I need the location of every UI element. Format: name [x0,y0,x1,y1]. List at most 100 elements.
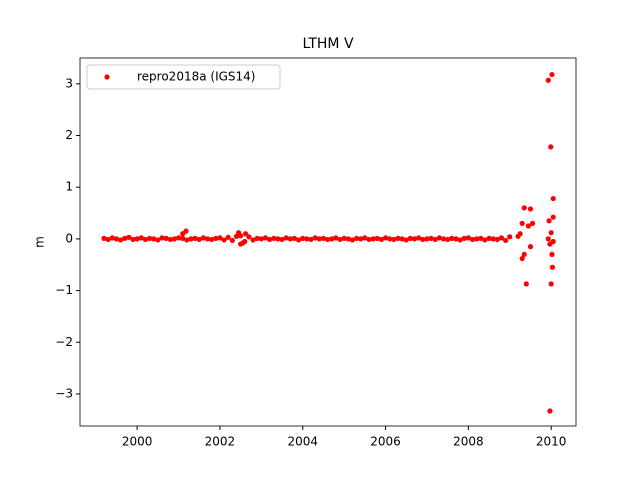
point [200,235,206,241]
point [192,235,198,241]
point [517,231,523,237]
point [105,236,111,243]
y-tick-label: 1 [65,180,73,194]
point [271,235,277,241]
point [391,236,397,243]
chart-title: LTHM V [302,36,353,52]
y-axis-label: m [33,236,47,248]
point [358,236,364,242]
legend-label: repro2018a (IGS14) [137,70,255,84]
point [503,237,509,244]
point [217,235,223,241]
point [279,236,285,243]
legend-marker [104,74,110,80]
point [171,236,177,242]
point [546,218,552,224]
point [291,235,298,241]
point [337,236,343,243]
point [349,237,356,243]
x-tick-label: 2004 [287,435,318,449]
point [225,234,231,240]
point [478,235,484,241]
point [180,235,186,241]
point [436,235,442,241]
point [420,236,426,243]
point [525,223,531,229]
point [238,241,244,247]
y-tick-label: 0 [65,231,73,245]
point [324,236,331,243]
point [188,236,194,242]
point [545,236,551,242]
point [329,236,335,242]
point [399,236,405,242]
y-tick-label: 2 [65,128,73,142]
point [549,251,555,258]
point [184,237,190,243]
point [308,236,314,243]
point [521,205,527,211]
point [403,237,409,243]
point [167,236,173,243]
point [258,236,264,242]
point [549,264,556,270]
legend-box [86,64,281,90]
point [445,236,451,243]
plot-frame [79,57,577,427]
point [204,236,211,242]
point [209,236,215,243]
point [262,235,269,241]
point [333,235,339,241]
point [527,244,534,250]
point [163,235,169,241]
point [243,231,249,237]
point [482,237,488,243]
point [296,237,302,243]
point [366,236,372,243]
point [183,228,189,234]
point [353,235,360,241]
point [550,195,556,202]
point [490,236,496,242]
point [416,235,422,241]
point [101,235,107,241]
point [453,236,459,242]
y-tick-label: −1 [55,283,73,297]
point [550,214,556,220]
point [550,238,556,245]
point [275,236,281,242]
x-tick-label: 2008 [453,435,484,449]
point [246,234,252,240]
point [465,235,471,241]
point [424,236,430,242]
point [395,235,401,241]
point [250,237,256,243]
point [549,71,555,78]
point [113,236,120,242]
point [486,235,492,241]
point [175,235,182,241]
point [411,236,418,242]
point [221,237,227,243]
point [382,235,389,241]
point [428,235,434,241]
point [229,237,235,244]
point [159,235,165,241]
point [469,236,476,243]
point [378,236,385,243]
point [461,235,467,241]
point [300,235,306,241]
point [440,236,447,242]
point [109,235,115,241]
point [312,235,318,241]
point [267,236,273,243]
point [213,235,219,241]
x-tick-label: 2000 [122,435,153,449]
point [474,236,480,242]
point [345,236,351,242]
point [548,281,554,287]
point [494,236,500,243]
point [498,235,505,241]
point [457,237,463,243]
point [374,235,380,241]
